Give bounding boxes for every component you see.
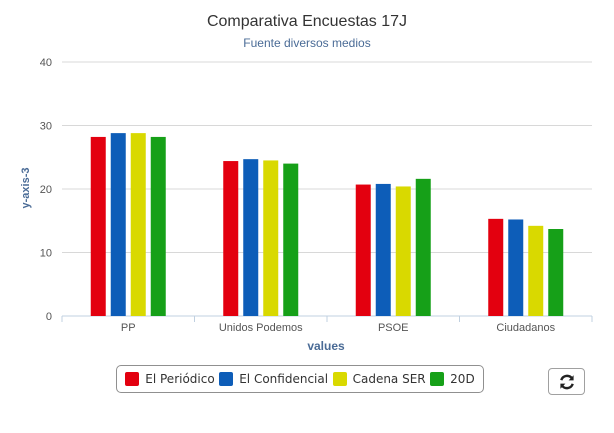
y-axis-label: y-axis-3 — [20, 168, 32, 209]
legend-swatch — [219, 372, 234, 386]
chart-title: Comparativa Encuestas 17J — [207, 13, 407, 30]
legend-label: Cadena SER — [352, 372, 426, 386]
bar[interactable] — [243, 159, 259, 316]
legend-item[interactable]: El Confidencial — [219, 372, 328, 386]
bars — [90, 133, 564, 316]
y-tick-label: 0 — [46, 311, 52, 323]
legend-label: El Periódico — [145, 372, 215, 386]
y-tick-label: 30 — [40, 121, 52, 133]
legend-item[interactable]: Cadena SER — [332, 372, 426, 386]
legend-swatch — [125, 372, 140, 386]
bar[interactable] — [395, 186, 411, 316]
x-axis-ticks: PP Unidos Podemos PSOE Ciudadanos — [61, 316, 593, 334]
bar[interactable] — [110, 133, 126, 316]
bar[interactable] — [355, 184, 371, 316]
x-axis-label: values — [307, 339, 345, 353]
y-tick-label: 20 — [40, 184, 52, 196]
bar[interactable] — [375, 183, 391, 316]
bar[interactable] — [150, 136, 166, 316]
x-tick-label: Ciudadanos — [496, 322, 555, 334]
refresh-button[interactable] — [548, 368, 585, 395]
bar[interactable] — [488, 218, 504, 316]
x-tick-label: PSOE — [378, 322, 409, 334]
bar[interactable] — [223, 161, 239, 316]
legend-label: 20D — [450, 372, 475, 386]
bar[interactable] — [415, 178, 431, 316]
legend-label: El Confidencial — [239, 372, 329, 386]
y-axis-ticks: 0 10 20 30 40 — [40, 57, 52, 323]
legend-swatch — [430, 372, 445, 386]
bar[interactable] — [90, 136, 106, 316]
x-tick-label: PP — [121, 322, 136, 334]
bar[interactable] — [508, 219, 524, 316]
legend: El Periódico El Confidencial Cadena SER 20D — [116, 365, 484, 393]
chart-subtitle: Fuente diversos medios — [243, 36, 370, 50]
y-tick-label: 10 — [40, 248, 52, 260]
bar[interactable] — [548, 229, 564, 316]
y-tick-label: 40 — [40, 57, 52, 69]
bar[interactable] — [283, 163, 299, 316]
x-tick-label: Unidos Podemos — [219, 322, 303, 334]
legend-item[interactable]: 20D — [430, 372, 475, 386]
bar[interactable] — [130, 133, 146, 316]
refresh-icon — [559, 374, 574, 389]
legend-swatch — [332, 372, 347, 386]
bar[interactable] — [263, 160, 279, 316]
bar[interactable] — [528, 225, 544, 316]
legend-item[interactable]: El Periódico — [125, 372, 215, 386]
